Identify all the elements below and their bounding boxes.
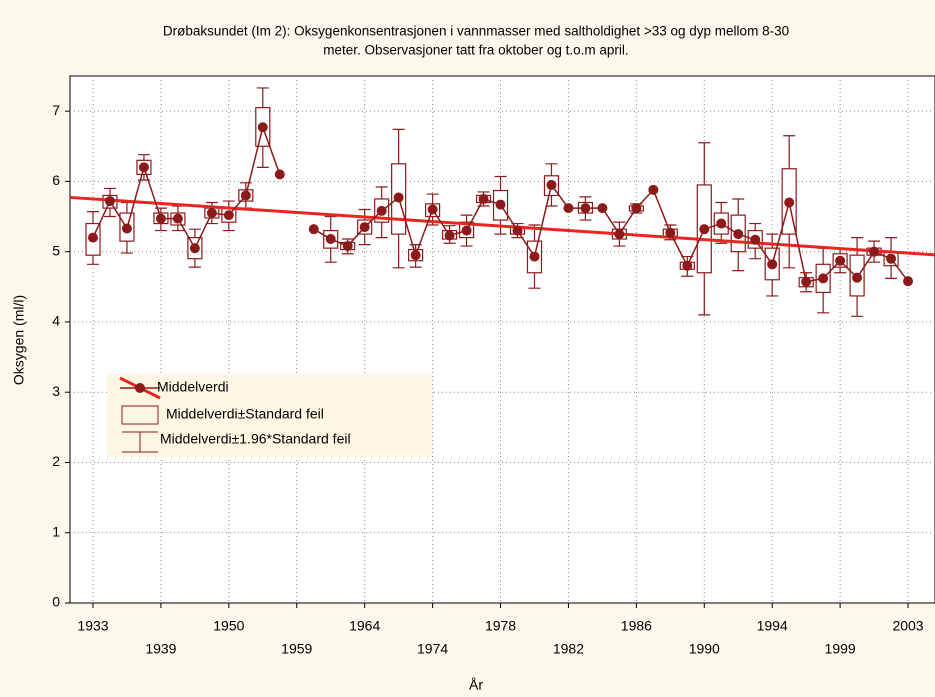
mean-dot <box>903 276 914 287</box>
mean-dot <box>631 203 642 214</box>
x-tick-label: 1999 <box>825 641 856 657</box>
mean-dot <box>682 260 693 271</box>
mean-dot <box>495 199 506 210</box>
mean-dot <box>580 203 591 214</box>
x-tick-label: 1982 <box>553 641 584 657</box>
mean-dot <box>444 230 455 241</box>
x-tick-label: 1986 <box>621 618 652 634</box>
mean-dot <box>835 255 846 266</box>
legend-label: Middelverdi±1.96*Standard feil <box>160 431 351 447</box>
x-tick-label: 1994 <box>757 618 788 634</box>
mean-dot <box>699 224 710 235</box>
mean-dot <box>223 210 234 221</box>
mean-dot <box>461 225 472 236</box>
x-axis-label: År <box>469 677 483 693</box>
legend-label: Middelverdi±Standard feil <box>166 406 324 422</box>
mean-dot <box>104 196 115 207</box>
mean-dot <box>716 218 727 229</box>
y-tick-label: 6 <box>52 172 60 188</box>
chart-title: Drøbaksundet (Im 2): Oksygenkonsentrasjo… <box>163 24 789 39</box>
mean-dot <box>512 225 523 236</box>
chart-title: meter. Observasjoner tatt fra oktober og… <box>323 43 628 58</box>
legend: Middelverdi Middelverdi±Standard feil Mi… <box>107 374 432 457</box>
x-tick-label: 1974 <box>417 641 448 657</box>
mean-dot <box>478 193 489 204</box>
mean-dot <box>274 169 285 180</box>
mean-dot <box>410 250 421 261</box>
mean-dot <box>852 272 863 283</box>
legend-box <box>107 374 432 457</box>
mean-dot <box>189 243 200 254</box>
mean-dot <box>869 246 880 257</box>
mean-dot <box>393 192 404 203</box>
x-tick-label: 1959 <box>281 641 312 657</box>
mean-dot <box>155 213 166 224</box>
mean-dot <box>376 205 387 216</box>
x-tick-label: 1990 <box>689 641 720 657</box>
mean-dot <box>750 234 761 245</box>
y-tick-label: 7 <box>52 102 60 118</box>
legend-label: Middelverdi <box>157 379 229 395</box>
mean-dot <box>138 162 149 173</box>
y-tick-label: 5 <box>52 242 60 258</box>
mean-dot <box>784 197 795 208</box>
y-tick-label: 4 <box>52 313 60 329</box>
plot-area <box>69 75 935 604</box>
y-tick-label: 3 <box>52 383 60 399</box>
mean-dot <box>308 224 319 235</box>
mean-dot <box>529 251 540 262</box>
mean-dot <box>614 229 625 240</box>
mean-dot <box>206 208 217 219</box>
mean-dot <box>648 184 659 195</box>
x-tick-label: 1939 <box>145 641 176 657</box>
legend-dot-symbol <box>135 383 145 393</box>
x-tick-label: 1950 <box>213 618 244 634</box>
mean-dot <box>427 204 438 215</box>
y-axis-label: Oksygen (ml/l) <box>11 295 27 385</box>
legend-whisker-symbol <box>122 431 158 453</box>
mean-dot <box>342 241 353 252</box>
mean-dot <box>325 234 336 245</box>
mean-dot <box>88 232 98 243</box>
y-tick-label: 1 <box>52 523 60 539</box>
mean-dot <box>257 122 268 133</box>
mean-dot <box>597 203 608 214</box>
x-tick-label: 1964 <box>349 618 380 634</box>
mean-dot <box>172 213 183 224</box>
mean-dot <box>546 179 557 190</box>
mean-dot <box>886 253 897 264</box>
mean-dot <box>240 190 251 201</box>
y-tick-label: 0 <box>52 594 60 610</box>
mean-dot <box>359 222 370 233</box>
x-tick-label: 1933 <box>77 618 108 634</box>
y-tick-label: 2 <box>52 453 60 469</box>
mean-dot <box>801 276 812 287</box>
mean-dot <box>665 227 676 238</box>
mean-dot <box>733 229 744 240</box>
trend-line <box>69 195 935 257</box>
x-tick-label: 2003 <box>892 618 923 634</box>
mean-dot <box>767 259 778 270</box>
x-tick-label: 1978 <box>485 618 516 634</box>
mean-dot <box>121 223 132 234</box>
mean-dot <box>818 273 829 284</box>
mean-dot <box>563 203 574 214</box>
legend-box-symbol <box>121 405 159 425</box>
